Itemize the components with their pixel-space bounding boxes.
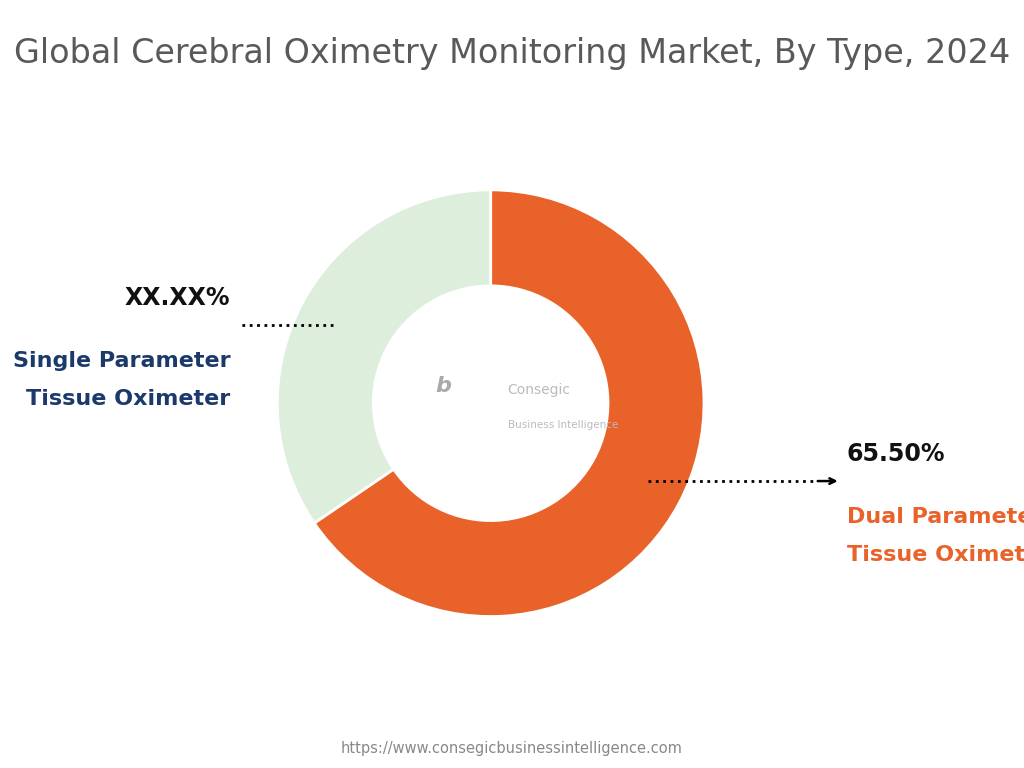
Text: Global Cerebral Oximetry Monitoring Market, By Type, 2024: Global Cerebral Oximetry Monitoring Mark… [14, 38, 1010, 70]
Text: Business Intelligence: Business Intelligence [508, 419, 618, 429]
Wedge shape [278, 190, 490, 523]
Wedge shape [314, 190, 705, 617]
Text: XX.XX%: XX.XX% [125, 286, 230, 310]
Text: Tissue Oximeter: Tissue Oximeter [847, 545, 1024, 565]
Text: Consegic: Consegic [508, 383, 570, 397]
Text: https://www.consegicbusinessintelligence.com: https://www.consegicbusinessintelligence… [341, 741, 683, 756]
Text: Tissue Oximeter: Tissue Oximeter [27, 389, 230, 409]
Text: 65.50%: 65.50% [847, 442, 945, 466]
Text: Single Parameter: Single Parameter [12, 351, 230, 371]
Text: b: b [436, 376, 452, 396]
Text: Dual Parameter: Dual Parameter [847, 507, 1024, 527]
